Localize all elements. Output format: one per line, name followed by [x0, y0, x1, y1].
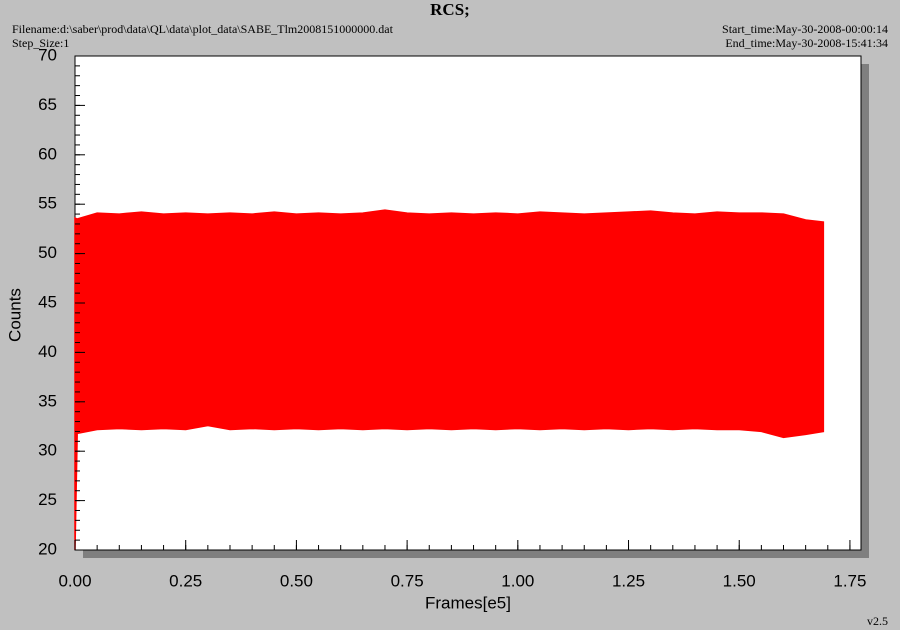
- filename: Filename:d:\saber\prod\data\QL\data\plot…: [12, 22, 394, 36]
- y-tick-label: 30: [38, 441, 57, 460]
- y-tick-label: 45: [38, 292, 57, 311]
- y-tick-label: 65: [38, 95, 57, 114]
- end-time: End_time:May-30-2008-15:41:34: [725, 36, 888, 50]
- y-tick-label: 50: [38, 243, 57, 262]
- x-axis-label: Frames[e5]: [425, 593, 511, 612]
- x-tick-label: 0.00: [58, 571, 91, 590]
- x-tick-label: 0.25: [169, 571, 202, 590]
- x-tick-label: 0.75: [391, 571, 424, 590]
- x-tick-label: 1.75: [833, 571, 866, 590]
- y-tick-label: 60: [38, 144, 57, 163]
- y-tick-label: 40: [38, 342, 57, 361]
- chart-title: RCS;: [430, 0, 470, 19]
- x-tick-label: 0.50: [280, 571, 313, 590]
- y-tick-label: 55: [38, 194, 57, 213]
- y-tick-label: 35: [38, 391, 57, 410]
- version: v2.5: [867, 614, 888, 628]
- x-tick-label: 1.50: [723, 571, 756, 590]
- x-tick-label: 1.25: [612, 571, 645, 590]
- step-size: Step_Size:1: [12, 36, 69, 50]
- y-tick-label: 70: [38, 45, 57, 64]
- data-band: [74, 209, 825, 551]
- start-time: Start_time:May-30-2008-00:00:14: [722, 22, 888, 36]
- x-tick-label: 1.00: [501, 571, 534, 590]
- y-tick-label: 20: [38, 539, 57, 558]
- y-axis-label: Counts: [5, 288, 24, 342]
- y-tick-label: 25: [38, 490, 57, 509]
